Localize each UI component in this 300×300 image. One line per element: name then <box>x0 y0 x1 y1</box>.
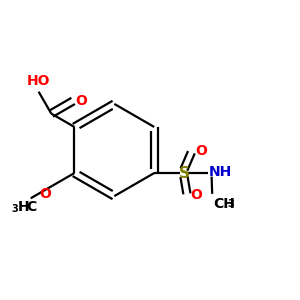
Text: 3: 3 <box>228 199 234 209</box>
Text: HO: HO <box>27 74 50 88</box>
Text: C: C <box>26 200 36 214</box>
Text: S: S <box>178 166 190 181</box>
Text: H: H <box>18 200 29 214</box>
Text: NH: NH <box>209 164 232 178</box>
Text: CH: CH <box>214 197 236 211</box>
Text: O: O <box>190 188 202 202</box>
Text: O: O <box>39 187 51 201</box>
Text: O: O <box>195 144 207 158</box>
Text: O: O <box>75 94 87 108</box>
Text: 3: 3 <box>11 204 18 214</box>
